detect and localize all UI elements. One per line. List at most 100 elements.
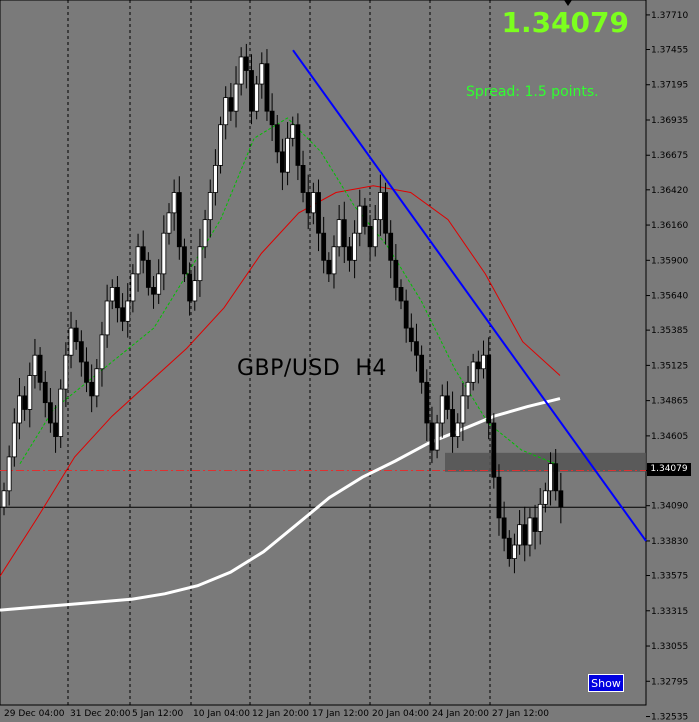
candle-body	[11, 422, 17, 458]
y-tick-label: 1.33830	[651, 537, 688, 547]
y-tick-label: 1.35640	[651, 292, 688, 302]
y-tick-label: 1.37455	[651, 45, 688, 55]
x-tick-label: 10 Jan 04:00	[193, 709, 250, 719]
y-tick-label: 1.34865	[651, 397, 688, 407]
candle-body	[212, 165, 218, 193]
candle-body	[305, 192, 311, 214]
candle-body	[274, 124, 280, 153]
candle-body	[73, 327, 79, 343]
candle-body	[491, 422, 497, 478]
x-tick-label: 29 Dec 04:00	[4, 709, 65, 719]
candle-body	[197, 246, 203, 282]
candle-body	[372, 219, 378, 248]
candle-body	[429, 422, 435, 451]
y-tick-label: 1.37710	[651, 11, 688, 21]
x-tick-label: 27 Jan 12:00	[492, 709, 549, 719]
y-tick-label: 1.33575	[651, 572, 688, 582]
candle-body	[6, 456, 12, 492]
candle-body	[341, 219, 347, 248]
candle-body	[120, 307, 125, 322]
candle-body	[125, 300, 131, 322]
candle-body	[187, 273, 193, 302]
plot-frame	[0, 0, 647, 706]
candle-body	[63, 354, 69, 390]
candle-body	[135, 246, 141, 275]
candle-body	[501, 517, 507, 539]
y-tick-label: 1.35900	[651, 256, 688, 266]
candle-body	[17, 395, 22, 424]
candle-body	[37, 354, 43, 383]
candle-body	[1, 490, 7, 508]
candle-body	[367, 226, 373, 248]
symbol-timeframe-label: GBP/USD H4	[237, 356, 387, 381]
y-tick-label: 1.36160	[651, 221, 688, 231]
candle-body	[249, 70, 254, 112]
x-tick-label: 17 Jan 12:00	[312, 709, 369, 719]
candle-body	[140, 246, 146, 261]
y-tick-label: 1.34605	[651, 432, 688, 442]
candle-body	[414, 341, 419, 356]
y-tick-label: 1.33055	[651, 642, 688, 652]
candle-body	[548, 463, 553, 492]
y-tick-label: 1.32795	[651, 677, 688, 687]
candle-body	[109, 287, 115, 302]
candle-body	[522, 524, 528, 546]
candle-body	[151, 287, 156, 295]
candle-body	[383, 192, 388, 234]
candle-body	[130, 273, 136, 302]
x-tick-label: 12 Jan 20:00	[252, 709, 309, 719]
y-tick-label: 1.37195	[651, 81, 688, 91]
candle-body	[27, 375, 33, 410]
candle-body	[310, 192, 316, 214]
candle-body	[445, 395, 450, 410]
candle-body	[450, 409, 455, 437]
candle-body	[58, 388, 64, 437]
candle-body	[290, 124, 296, 139]
candle-body	[542, 490, 548, 505]
candle-body	[486, 354, 492, 424]
candle-body	[393, 259, 399, 288]
candle-body	[496, 476, 502, 519]
spread-label: Spread: 1.5 points.	[466, 84, 599, 100]
candle-body	[408, 327, 414, 343]
bid-price: 1.34079	[501, 6, 629, 39]
candle-body	[264, 63, 270, 112]
candle-body	[455, 422, 461, 437]
candle-body	[115, 287, 120, 309]
y-tick-label: 1.36935	[651, 116, 688, 126]
candle-body	[465, 381, 471, 397]
candle-body	[558, 490, 564, 508]
x-tick-label: 31 Dec 20:00	[70, 709, 131, 719]
candle-body	[470, 361, 476, 383]
candle-body	[398, 287, 404, 302]
y-tick-label: 1.35125	[651, 361, 688, 371]
candle-body	[218, 124, 223, 166]
candle-body	[527, 517, 533, 546]
candle-body	[295, 124, 301, 166]
candle-body	[238, 56, 244, 85]
show-button[interactable]: Show	[588, 674, 624, 692]
y-tick-label: 1.32535	[651, 713, 688, 722]
candle-body	[434, 422, 440, 451]
trendline	[292, 49, 647, 542]
candle-body	[166, 212, 172, 234]
candle-body	[176, 192, 182, 248]
candle-body	[481, 354, 486, 370]
candle-body	[156, 273, 162, 295]
candle-body	[537, 503, 543, 532]
candle-body	[145, 259, 151, 288]
candle-body	[161, 232, 167, 275]
candle-body	[68, 327, 74, 356]
candle-body	[207, 192, 213, 221]
candle-body	[326, 259, 332, 275]
candle-body	[94, 368, 100, 397]
candle-body	[254, 83, 260, 112]
candle-body	[553, 463, 559, 492]
x-tick-label: 5 Jan 12:00	[132, 709, 184, 719]
candle-body	[362, 205, 368, 227]
candle-body	[104, 300, 110, 336]
candle-body	[377, 192, 383, 221]
candle-body	[357, 205, 363, 234]
y-tick-label: 1.33315	[651, 607, 688, 617]
